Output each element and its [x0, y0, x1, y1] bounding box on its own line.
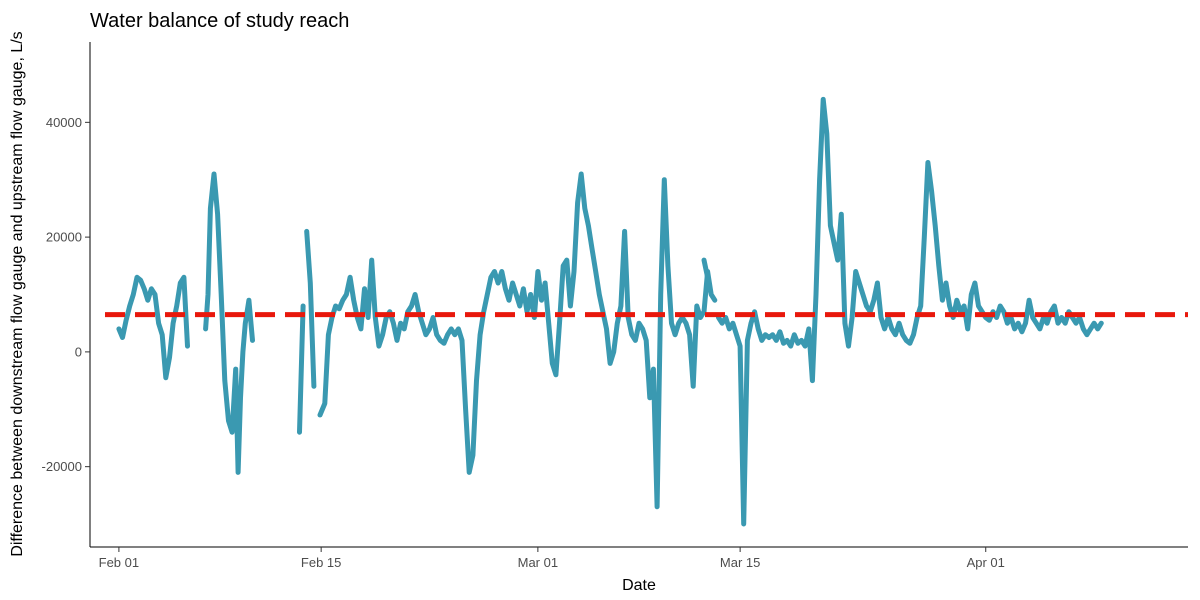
y-tick-label: 20000: [46, 230, 82, 245]
series-line-segment-4: [304, 228, 317, 389]
x-tick-label: Mar 01: [518, 555, 558, 570]
plot-area: [116, 96, 1104, 527]
y-tick-label: 0: [75, 344, 82, 359]
chart-title: Water balance of study reach: [90, 10, 349, 32]
x-tick-label: Apr 01: [967, 555, 1005, 570]
series-line-segment-5: [317, 171, 718, 510]
x-tick-label: Feb 01: [99, 555, 139, 570]
series-line-segment-1: [116, 274, 190, 381]
x-tick-label: Mar 15: [720, 555, 760, 570]
x-axis-ticks: Feb 01 Feb 15 Mar 01 Mar 15 Apr 01: [99, 547, 1005, 570]
series-line-segment-6: [701, 257, 711, 280]
series-line-segment-3: [297, 303, 306, 435]
y-tick-label: -20000: [42, 459, 82, 474]
series-line-segment-2: [203, 171, 255, 475]
y-tick-label: 40000: [46, 115, 82, 130]
x-axis-title: Date: [622, 577, 656, 594]
series-line-segment-7: [716, 96, 1104, 527]
y-axis-ticks: -20000 0 20000 40000: [42, 115, 90, 474]
y-axis-title: Difference between downstream flow gauge…: [9, 31, 26, 556]
x-tick-label: Feb 15: [301, 555, 341, 570]
